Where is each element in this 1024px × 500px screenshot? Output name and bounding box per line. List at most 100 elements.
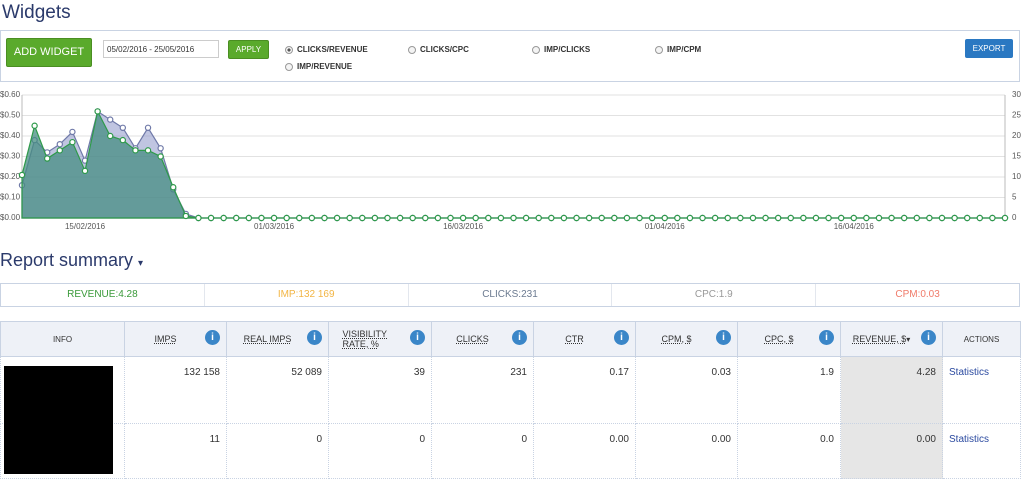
sort-caret: ▾: [906, 335, 911, 344]
data-point: [875, 214, 883, 222]
data-point: [926, 214, 933, 222]
data-point: [674, 214, 681, 222]
y-tick-label: $0.50: [0, 111, 21, 120]
x-tick-label: 01/04/2016: [645, 222, 686, 231]
data-point: [573, 214, 580, 222]
data-point: [472, 214, 479, 222]
data-point: [585, 214, 593, 222]
data-point: [737, 214, 744, 222]
column-header[interactable]: REVENUE, $▾ i: [840, 321, 943, 357]
column-header[interactable]: REAL IMPS i: [226, 321, 329, 357]
table-cell: 231: [431, 356, 534, 424]
y-tick-label: $0.60: [0, 90, 21, 99]
statistics-link[interactable]: Statistics: [942, 423, 1021, 479]
data-point: [548, 214, 555, 222]
column-header[interactable]: VISIBILITY RATE, % i: [328, 321, 432, 357]
radio-label: IMP/CPM: [667, 45, 702, 54]
date-range-input[interactable]: 05/02/2016 - 25/05/2016: [103, 40, 219, 58]
data-point: [800, 214, 807, 222]
x-tick-label: 16/03/2016: [443, 222, 484, 231]
add-widget-button[interactable]: ADD WIDGET: [6, 38, 92, 67]
data-point: [787, 214, 794, 222]
statistics-link[interactable]: Statistics: [942, 356, 1021, 424]
column-header: ACTIONS: [942, 321, 1021, 357]
apply-button[interactable]: APPLY: [228, 40, 269, 59]
data-point: [258, 214, 265, 222]
info-icon: i: [614, 330, 629, 345]
column-header-label: INFO: [52, 335, 73, 344]
data-point: [749, 214, 757, 222]
data-point: [346, 214, 353, 222]
table-cell: 11: [124, 423, 227, 479]
table-cell: 0: [328, 423, 432, 479]
export-button[interactable]: EXPORT: [965, 39, 1013, 58]
table-cell: 0.03: [635, 356, 738, 424]
data-point: [989, 214, 996, 222]
data-point: [762, 214, 769, 222]
radio-dot: [285, 45, 293, 54]
data-point: [233, 214, 240, 222]
report-summary-heading[interactable]: Report summary ▾: [0, 250, 143, 271]
column-header-label: REVENUE, $: [852, 334, 907, 344]
data-point: [144, 124, 152, 132]
info-icon: i: [819, 330, 834, 345]
y-tick-label: $0.20: [0, 172, 21, 181]
data-point: [648, 214, 656, 222]
data-point: [963, 214, 971, 222]
data-point: [422, 214, 429, 222]
column-header[interactable]: CTR i: [533, 321, 636, 357]
chart: $0.00 $0.10 $0.20 $0.30 $0.40 $0.50 $0.60 0 5 10 1…: [0, 90, 1021, 231]
data-point: [535, 214, 542, 222]
data-point: [636, 214, 643, 222]
data-point: [699, 214, 706, 222]
data-point: [976, 214, 983, 222]
radio-option[interactable]: IMP/CLICKS: [532, 45, 590, 54]
data-point: [485, 214, 492, 222]
radio-dot: [655, 45, 663, 54]
info-icon: i: [921, 330, 936, 345]
table-cell: 132 158: [124, 356, 227, 424]
column-header[interactable]: IMPS i: [124, 321, 227, 357]
summary-item: CPC:1.9: [611, 284, 815, 306]
summary-item: CPM:0.03: [815, 284, 1019, 306]
data-point: [396, 214, 404, 222]
table-cell: 1.9: [737, 356, 841, 424]
info-icon: i: [307, 330, 322, 345]
info-icon: i: [716, 330, 731, 345]
data-point: [459, 214, 467, 222]
radio-option[interactable]: CLICKS/REVENUE: [285, 45, 368, 54]
data-point: [182, 212, 190, 220]
table-cell: 0: [226, 423, 329, 479]
data-point: [333, 214, 341, 222]
data-point: [812, 214, 820, 222]
data-point: [522, 214, 530, 222]
radio-option[interactable]: IMP/REVENUE: [285, 62, 352, 71]
column-header[interactable]: CLICKS i: [431, 321, 534, 357]
y2-tick-label: 5: [1012, 193, 1017, 202]
radio-option[interactable]: CLICKS/CPC: [408, 45, 469, 54]
radio-option[interactable]: IMP/CPM: [655, 45, 701, 54]
column-header[interactable]: CPC, $ i: [737, 321, 841, 357]
table-row: 11 0 0 0 0.00 0.00 0.0 0.00 Statistics: [0, 423, 1021, 479]
data-point: [283, 214, 290, 222]
data-point: [245, 214, 253, 222]
data-point: [31, 122, 38, 129]
y-tick-label: $0.40: [0, 131, 21, 140]
report-table: INFO IMPS i REAL IMPS i VISIBILITY RATE, % i CL…: [0, 321, 1021, 479]
y-tick-label: $0.10: [0, 193, 21, 202]
column-header[interactable]: CPM, $ i: [635, 321, 738, 357]
data-point: [144, 147, 152, 154]
data-point: [497, 214, 505, 222]
summary-item: IMP:132 169: [203, 284, 408, 306]
y2-tick-label: 25: [1012, 111, 1021, 120]
column-header-label: VISIBILITY RATE, %: [342, 329, 388, 349]
data-point: [598, 214, 605, 222]
data-point: [447, 214, 454, 222]
data-point: [157, 153, 164, 160]
data-point: [119, 124, 127, 132]
column-header-label: CPC, $: [764, 334, 794, 344]
toolbar: [0, 30, 1020, 82]
data-point: [913, 214, 920, 222]
data-point: [69, 128, 76, 136]
